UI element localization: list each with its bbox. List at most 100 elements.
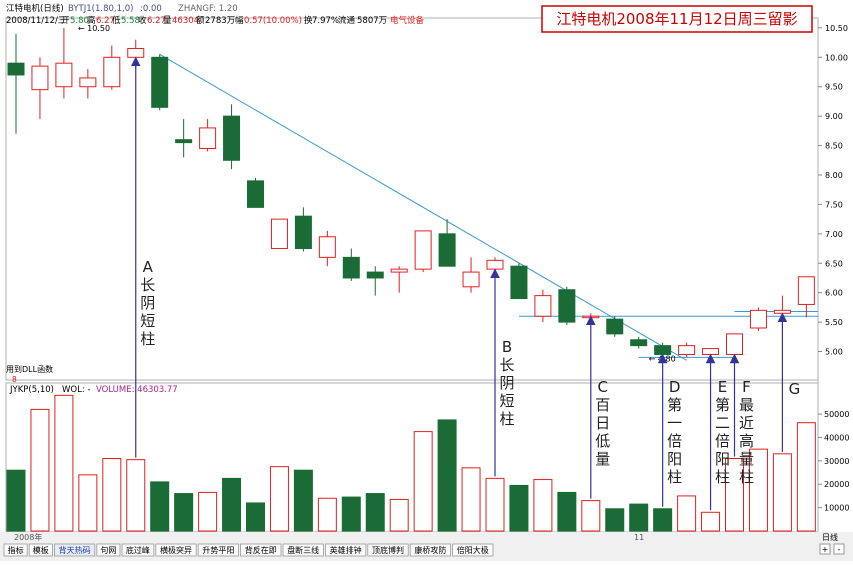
annotation-char: 近	[739, 414, 754, 432]
tab-6[interactable]	[197, 543, 239, 557]
volume-value: 46304	[172, 16, 199, 26]
candle-body	[654, 345, 672, 355]
candle-body	[7, 62, 25, 76]
candle-body	[103, 56, 121, 88]
annotation-char: 柱	[499, 410, 514, 428]
candle-body	[558, 289, 576, 323]
price-tick-label: 9.50	[825, 83, 843, 92]
tab-label: 横极突异	[160, 545, 192, 555]
zoom-out-button[interactable]	[833, 543, 845, 555]
dll-label: 用到DLL函数	[6, 364, 53, 374]
tab-0[interactable]	[3, 543, 28, 557]
tab-10[interactable]	[367, 543, 409, 557]
tab-label: 盘断三线	[287, 545, 319, 555]
annotation-char: 量	[739, 450, 754, 468]
tab-11[interactable]	[409, 543, 452, 557]
volume-bar	[796, 422, 816, 532]
price-tick-label: 7.50	[825, 200, 843, 209]
candle-body	[55, 62, 73, 88]
indicator-name: BYTJ1(1.80,1,0)	[68, 4, 133, 14]
volume-bar	[341, 496, 361, 532]
candle-body	[702, 348, 720, 355]
tab-label: 模板	[33, 545, 49, 555]
quote-line: 2008/11/12/三 开 5.80 高 6.27 低 5.58 收 6.27…	[6, 15, 425, 26]
volume-bar	[725, 458, 744, 532]
candle-body	[199, 127, 217, 150]
sector-label: 电气设备	[390, 15, 425, 26]
annotation-char: 短	[140, 312, 155, 330]
tab-3[interactable]	[96, 543, 121, 557]
wol-label: WOL: -	[62, 385, 90, 395]
high-label: 高	[87, 15, 96, 26]
turnover-value: 7.97%	[312, 16, 339, 26]
volume-bar	[629, 503, 649, 532]
volume-bar	[198, 491, 218, 532]
volume-bar	[605, 508, 625, 532]
tab-12[interactable]	[452, 543, 494, 557]
price-tick-label: 6.50	[825, 259, 843, 268]
candle-body	[247, 180, 264, 208]
annotation-char: 一	[667, 414, 682, 432]
turnover-label: 换	[304, 15, 313, 26]
stock-name: 江特电机(日线)	[6, 3, 64, 14]
candle-body	[773, 309, 791, 314]
amount-label: 额	[196, 15, 205, 26]
tab-label: 英雄排钟	[330, 545, 362, 555]
close-value: 6.27	[147, 16, 166, 26]
tab-label: 底过峰	[126, 545, 150, 555]
tab-1[interactable]	[28, 543, 53, 557]
title-box	[541, 5, 813, 33]
candle-body	[486, 259, 504, 270]
candle-body	[151, 56, 169, 108]
volume-readout: VOLUME: 46303.77	[96, 385, 178, 395]
volume-bar	[30, 408, 50, 532]
candle-body	[630, 339, 648, 347]
annotation-char: B	[502, 338, 512, 356]
volume-bar	[293, 469, 313, 532]
annotation-char: 阴	[499, 374, 514, 392]
volume-bar	[317, 497, 337, 532]
tab-5[interactable]	[155, 543, 197, 557]
price-tick-label: 8.50	[825, 142, 843, 151]
volume-bar	[6, 469, 26, 532]
volume-bar	[533, 479, 553, 532]
annotation-char: G	[789, 380, 801, 398]
tab-4[interactable]	[121, 543, 155, 557]
volume-bar	[677, 495, 697, 532]
candle-body	[582, 315, 600, 319]
annotation-char: 阳	[667, 450, 682, 468]
tab-9[interactable]	[324, 543, 367, 557]
candle-body	[726, 333, 743, 355]
high-price-label: ← 10.50	[78, 24, 110, 33]
annotation-char: 百	[595, 396, 610, 414]
annotation-char: F	[742, 378, 751, 396]
volume-tick-label: 50000	[824, 410, 849, 419]
annotation-char: 低	[595, 432, 610, 450]
candle-body	[534, 295, 552, 317]
tab-2[interactable]	[54, 543, 96, 557]
candle-body	[294, 215, 312, 250]
annotation-char: 短	[499, 392, 514, 410]
annotation-char: 二	[715, 414, 730, 432]
annotation-char: 柱	[739, 468, 754, 486]
open-label: 开	[61, 16, 70, 26]
price-tick-label: 9.00	[825, 112, 843, 121]
candle-body	[31, 65, 49, 91]
tab-label: 句网	[100, 545, 116, 555]
candle-body	[462, 271, 480, 288]
volume-bar	[772, 453, 792, 532]
tab-7[interactable]	[240, 543, 282, 557]
candle-body	[366, 271, 384, 279]
annotation-char: 长	[140, 276, 155, 294]
price-tick-label: 10.50	[825, 24, 848, 33]
zoom-in-button[interactable]	[819, 543, 831, 555]
low-label: 低	[112, 15, 121, 26]
volume-bar	[269, 466, 289, 532]
candle-body	[414, 230, 432, 270]
volume-label: 量	[163, 16, 172, 26]
year-label: 2008年	[14, 532, 42, 542]
price-panel	[5, 17, 819, 381]
tab-8[interactable]	[282, 543, 324, 557]
volume-bar	[701, 511, 721, 532]
tab-label: 指标	[8, 545, 24, 555]
